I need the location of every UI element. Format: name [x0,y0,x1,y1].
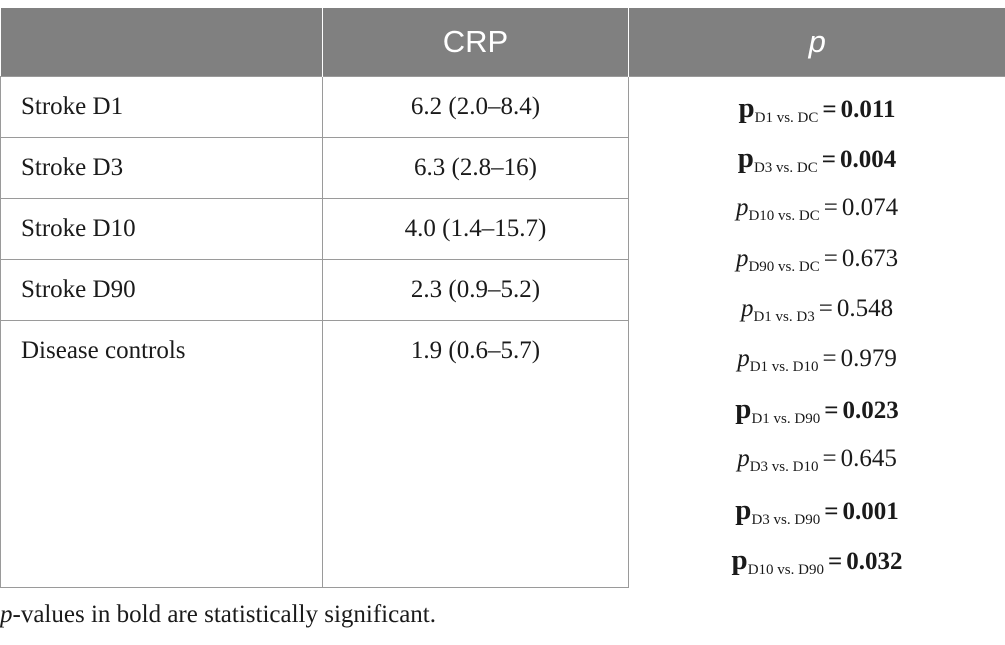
footnote-text: -values in bold are statistically signif… [12,601,437,628]
p-value: 0.548 [836,294,894,322]
equals-sign: = [823,244,838,272]
p-comparison: D1 vs. D3 [753,308,815,325]
p-value-line: pD3 vs. DC = 0.004 [629,133,1005,183]
crp-value-stroke-d3: 6.3 (2.8–16) [322,137,629,199]
p-value-line: pD1 vs. D90 = 0.023 [629,384,1005,434]
equals-sign: = [822,445,837,473]
header-p-column: p [628,8,1005,77]
p-comparison: D3 vs. D10 [749,459,819,476]
p-symbol: p [737,142,754,175]
p-value-line: pD10 vs. D90 = 0.032 [629,535,1005,585]
row-label-stroke-d1: Stroke D1 [0,76,323,138]
table-header: CRP p [0,8,1005,77]
equals-sign: = [822,96,837,123]
results-table-container: CRP p Stroke D1 6.2 (2.0–8.4) pD1 vs. DC… [0,8,1005,588]
p-value-line: pD90 vs. DC = 0.673 [629,234,1005,284]
p-comparison: D90 vs. DC [748,258,820,275]
crp-value-stroke-d10: 4.0 (1.4–15.7) [322,198,629,260]
p-value-line: pD3 vs. D10 = 0.645 [629,434,1005,484]
p-symbol: p [737,445,750,473]
equals-sign: = [824,397,839,425]
row-label-disease-controls: Disease controls [0,320,323,588]
footnote-p-symbol: p [0,601,13,628]
p-value: 0.001 [842,497,899,525]
p-symbol: p [735,194,749,222]
p-values-cell: pD1 vs. DC = 0.011 pD3 vs. DC = 0.004 pD10 vs.… [628,76,1005,588]
p-value-line: pD1 vs. D10 = 0.979 [629,334,1005,384]
equals-sign: = [827,547,843,575]
crp-value-stroke-d90: 2.3 (0.9–5.2) [322,259,629,321]
p-symbol: p [735,393,752,426]
p-symbol: p [735,493,752,526]
equals-sign: = [821,146,836,174]
p-comparison: D3 vs. DC [753,160,818,177]
p-value-line: pD10 vs. DC = 0.074 [629,183,1005,233]
p-values-list: pD1 vs. DC = 0.011 pD3 vs. DC = 0.004 pD10 vs.… [629,83,1005,585]
header-row: CRP p [0,8,1005,77]
p-symbol: p [740,294,754,322]
p-comparison: D10 vs. DC [748,208,820,225]
row-label-stroke-d10: Stroke D10 [0,198,323,260]
table-body: Stroke D1 6.2 (2.0–8.4) pD1 vs. DC = 0.011… [0,76,1005,588]
p-comparison: D1 vs. D90 [751,411,821,428]
p-value: 0.074 [841,194,899,222]
p-symbol: p [737,344,750,372]
row-label-stroke-d3: Stroke D3 [0,137,323,199]
table-row: Disease controls 1.9 (0.6–5.7) [0,320,1005,588]
p-symbol: p [735,244,749,272]
crp-value-stroke-d1: 6.2 (2.0–8.4) [322,76,629,138]
p-comparison: D10 vs. D90 [747,561,824,578]
p-value: 0.004 [839,146,897,174]
table-row: Stroke D90 2.3 (0.9–5.2) [0,259,1005,321]
p-value-line: pD1 vs. DC = 0.011 [629,83,1005,133]
p-value-line: pD3 vs. D90 = 0.001 [629,485,1005,535]
header-crp-column: CRP [322,8,629,77]
p-comparison: D1 vs. D10 [749,358,819,375]
p-value: 0.645 [840,445,897,473]
header-group-column [0,8,323,77]
table-row: Stroke D10 4.0 (1.4–15.7) [0,198,1005,260]
p-comparison: D3 vs. D90 [751,511,821,528]
p-symbol: p [738,92,755,124]
row-label-stroke-d90: Stroke D90 [0,259,323,321]
equals-sign: = [824,497,839,525]
table-footnote: p-values in bold are statistically signi… [0,601,436,629]
table-row: Stroke D1 6.2 (2.0–8.4) pD1 vs. DC = 0.011… [0,76,1005,588]
p-value-line: pD1 vs. D3 = 0.548 [629,284,1005,334]
p-value: 0.979 [840,344,897,372]
crp-results-table: CRP p Stroke D1 6.2 (2.0–8.4) pD1 vs. DC… [0,8,1005,588]
p-value: 0.673 [841,244,899,272]
equals-sign: = [823,194,838,222]
p-value: 0.032 [846,547,903,575]
p-value: 0.023 [842,397,899,425]
p-symbol: p [731,543,748,576]
equals-sign: = [818,294,833,322]
p-value: 0.011 [840,96,896,123]
table-row: Stroke D3 6.3 (2.8–16) [0,137,1005,199]
equals-sign: = [822,344,837,372]
crp-value-disease-controls: 1.9 (0.6–5.7) [322,320,629,588]
p-comparison: D1 vs. DC [754,110,819,126]
